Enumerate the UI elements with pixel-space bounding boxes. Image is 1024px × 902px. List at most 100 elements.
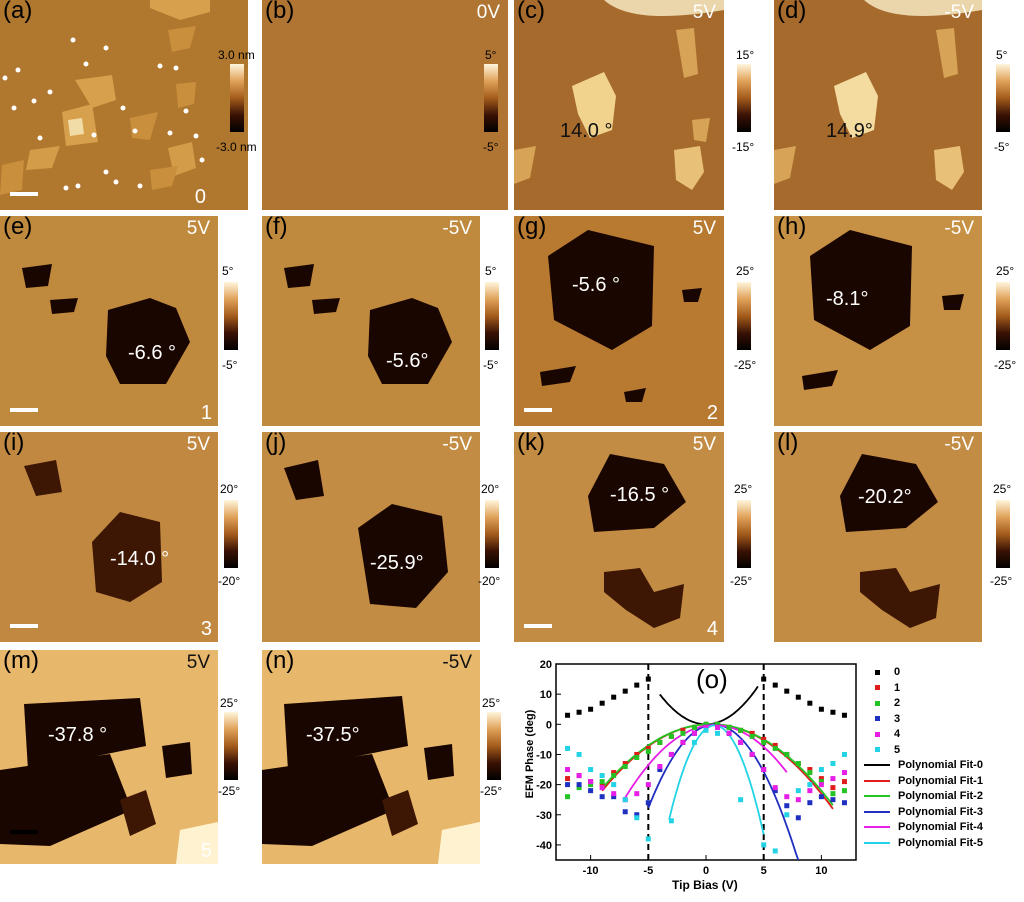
legend-label: Polynomial Fit-1 [898,774,983,787]
y-tick-label: -10 [536,749,552,761]
data-point [588,788,594,794]
legend-label: 4 [894,728,901,740]
efm-image [840,454,940,628]
phase-annotation: -20.2° [858,486,912,508]
y-axis-label: EFM Phase (deg) [524,709,536,799]
data-point [588,706,594,712]
colorbar [737,500,751,568]
legend-entry: Polynomial Fit-1 [864,775,983,788]
data-point [784,812,790,818]
legend-entry: Polynomial Fit-5 [864,837,983,850]
legend-swatch [875,669,880,675]
bias-label: -5V [442,434,472,455]
data-point [738,739,744,745]
data-point [634,682,640,688]
data-point [634,812,640,818]
colorbar-min: -15° [732,140,755,154]
legend-swatch [864,841,890,844]
data-point [761,739,767,745]
data-point [588,767,594,773]
scale-bar [10,192,38,196]
colorbar-min: -5° [222,358,238,372]
bias-label: 5V [692,218,716,239]
data-point [599,782,605,788]
data-point [715,724,721,730]
x-tick-label: 10 [815,865,827,877]
legend-label: 0 [894,666,901,678]
data-point [749,730,755,736]
topography-image [0,0,210,195]
data-point [576,782,582,788]
data-point [634,751,640,757]
y-tick-label: -20 [536,780,552,792]
data-point [761,842,767,848]
scale-bar [10,624,38,628]
legend-entry: Polynomial Fit-3 [864,806,983,819]
data-point [622,764,628,770]
data-point [611,782,617,788]
data-point [599,794,605,800]
y-tick-label: -30 [536,810,552,822]
colorbar-min: -25° [730,574,753,588]
scale-bar [10,408,38,412]
colorbar-min: -5° [994,140,1010,154]
data-point [807,788,813,794]
sample-index: 5 [200,840,212,862]
colorbar [485,282,499,350]
phase-annotation: -37.5° [306,724,360,746]
data-point [807,770,813,776]
panel-label: (m) [3,650,39,674]
panel-h: (h) -5V -8.1° [774,216,982,426]
chart-legend: 0 1 2 3 4 5 Polynomial Fit-0 Polynomial Fit-1 Po… [864,666,1014,866]
efm-image [262,696,480,864]
colorbar-max: 25° [736,264,755,278]
colorbar [737,64,751,132]
data-point [726,724,732,730]
legend-entry: 3 [864,713,900,726]
colorbar-max: 25° [482,696,501,710]
data-point [611,794,617,800]
legend-label: 2 [894,697,901,709]
legend-label: Polynomial Fit-3 [898,805,983,818]
colorbar-min: -20° [478,574,501,588]
data-point [622,688,628,694]
panel-n: (n) -5V -37.5° [262,650,480,864]
data-point [795,797,801,803]
colorbar-min: -20° [218,574,241,588]
bias-label: -5V [442,652,472,673]
data-point [772,745,778,751]
data-point [784,688,790,694]
sample-index: 0 [194,186,206,208]
panel-c: (c) 5V 14.0 ° [514,0,724,210]
x-axis-label: Tip Bias (V) [672,878,738,892]
legend-swatch [875,747,880,753]
colorbar-min: -5° [483,140,499,154]
legend-entry: 5 [864,744,900,757]
phase-annotation: -37.8 ° [48,724,108,746]
data-point [645,800,651,806]
data-point [818,767,824,773]
panel-label: (l) [777,432,799,456]
data-point [841,770,847,776]
data-point [668,818,674,824]
data-point [738,797,744,803]
bias-label: 5V [692,434,716,455]
panel-label: (a) [3,0,33,24]
bias-label: 5V [186,218,210,239]
legend-swatch [864,779,890,782]
colorbar [484,64,498,132]
colorbar [224,712,238,780]
phase-annotation: 14.0 ° [560,120,613,142]
bias-label: -5V [944,434,974,455]
colorbar-min: -25° [990,574,1013,588]
sample-index: 3 [200,618,212,640]
colorbar-min: -3.0 nm [216,140,257,154]
data-point [565,794,571,800]
phase-annotation: -8.1° [826,288,869,310]
data-point [588,779,594,785]
legend-entry: Polynomial Fit-0 [864,759,983,772]
data-point [841,800,847,806]
colorbar-max: 3.0 nm [218,48,255,62]
data-point [830,709,836,715]
panel-m: (m) 5V -37.8 ° 5 [0,650,218,864]
